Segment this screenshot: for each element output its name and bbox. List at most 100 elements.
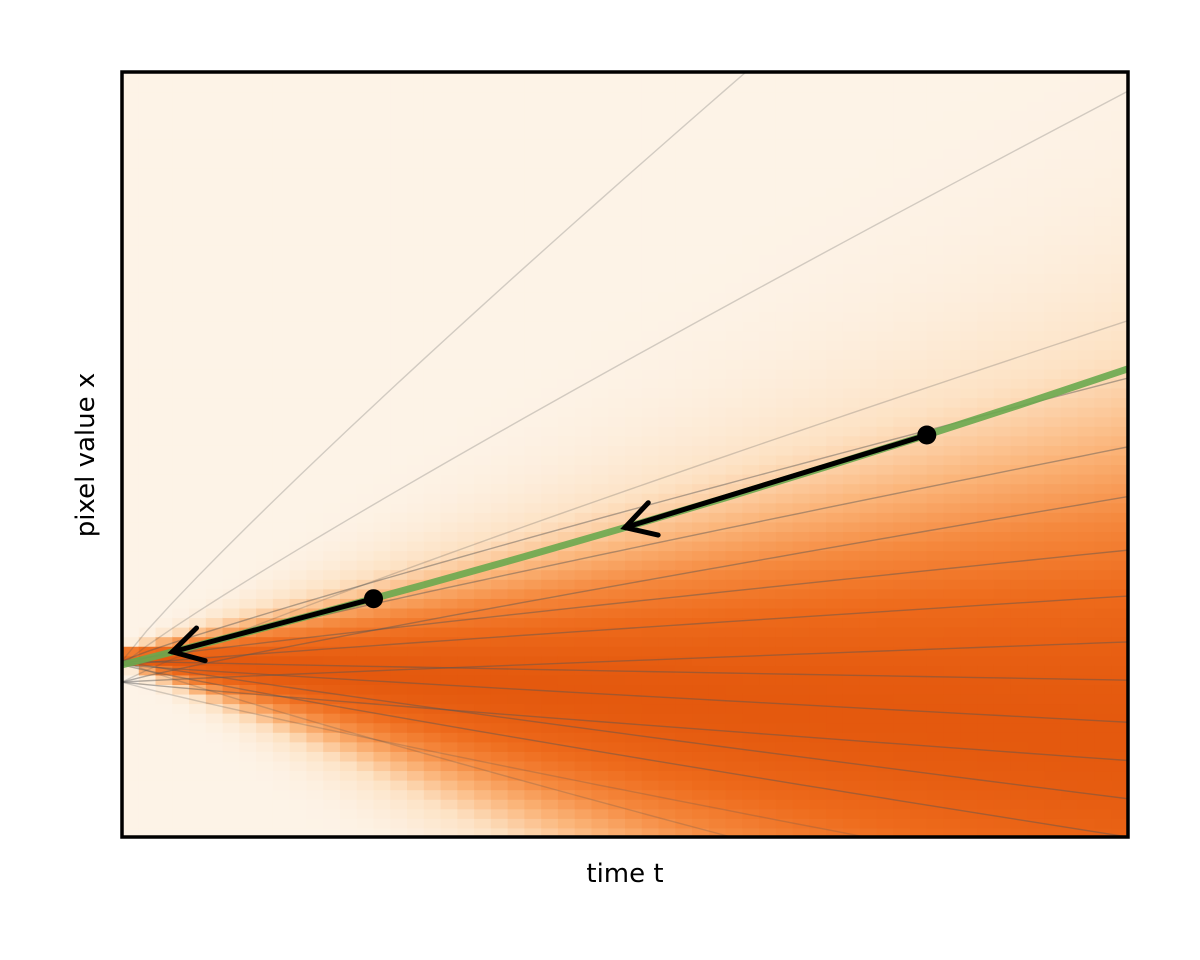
density-cell (876, 425, 895, 437)
density-cell (692, 464, 710, 475)
density-cell (591, 770, 610, 781)
density-cell (1060, 597, 1079, 609)
density-cell (524, 129, 543, 140)
density-cell (423, 607, 442, 619)
density-cell (490, 91, 509, 102)
density-cell (608, 320, 626, 332)
density-cell (708, 205, 727, 217)
density-cell (155, 655, 174, 666)
density-cell (658, 626, 677, 638)
density-cell (440, 339, 459, 351)
density-cell (356, 607, 375, 619)
density-cell (1044, 454, 1062, 466)
density-cell (239, 808, 258, 819)
density-cell (138, 722, 157, 733)
density-cell (323, 779, 341, 791)
density-cell (289, 531, 308, 542)
density-cell (339, 684, 358, 695)
density-cell (675, 148, 694, 160)
density-cell (625, 444, 643, 456)
density-cell (239, 406, 258, 418)
density-cell (222, 712, 241, 724)
density-cell (775, 760, 794, 772)
density-cell (239, 177, 258, 188)
density-cell (625, 798, 643, 810)
density-cell (574, 511, 593, 523)
density-cell (993, 282, 1012, 293)
density-cell (1027, 779, 1046, 791)
density-cell (708, 827, 727, 837)
density-cell (943, 731, 962, 743)
density-cell (1027, 540, 1046, 552)
density-cell (1111, 703, 1128, 714)
density-cell (658, 770, 677, 781)
density-cell (826, 645, 844, 657)
density-cell (960, 425, 979, 437)
density-cell (122, 827, 140, 837)
density-cell (574, 760, 593, 772)
density-cell (222, 378, 241, 389)
density-cell (859, 597, 878, 609)
density-cell (926, 177, 945, 188)
density-cell (792, 272, 811, 284)
density-cell (943, 378, 962, 389)
density-cell (524, 444, 543, 456)
density-cell (993, 798, 1012, 810)
density-cell (524, 521, 543, 532)
density-cell (910, 100, 928, 112)
density-cell (725, 387, 744, 399)
density-cell (742, 617, 761, 628)
density-cell (440, 282, 459, 293)
density-cell (759, 282, 777, 293)
density-cell (457, 693, 476, 705)
density-cell (457, 492, 476, 504)
density-cell (122, 320, 140, 332)
density-cell (859, 636, 878, 647)
density-cell (1010, 129, 1029, 140)
density-cell (1077, 368, 1096, 379)
density-cell (893, 81, 912, 93)
density-cell (1044, 808, 1062, 819)
density-cell (272, 607, 291, 619)
density-cell (708, 91, 727, 102)
density-cell (272, 148, 291, 160)
density-cell (155, 387, 174, 399)
density-cell (1094, 234, 1113, 246)
density-cell (138, 397, 157, 408)
density-cell (155, 502, 174, 513)
density-cell (859, 225, 878, 236)
density-cell (742, 339, 761, 351)
density-cell (926, 531, 945, 542)
density-cell (407, 425, 425, 437)
density-cell (926, 588, 945, 599)
density-cell (289, 196, 308, 207)
density-cell (1010, 167, 1029, 179)
density-cell (1044, 291, 1062, 303)
density-cell (826, 550, 844, 561)
density-cell (658, 597, 677, 609)
density-cell (524, 808, 543, 819)
density-cell (876, 110, 895, 121)
density-cell (356, 100, 375, 112)
density-cell (977, 464, 995, 475)
density-cell (960, 378, 979, 389)
density-cell (189, 511, 207, 523)
density-cell (1027, 817, 1046, 829)
density-cell (457, 110, 476, 121)
density-cell (926, 636, 945, 647)
density-cell (742, 550, 761, 561)
density-cell (239, 559, 258, 571)
density-cell (222, 234, 241, 246)
density-cell (943, 406, 962, 418)
density-cell (876, 521, 895, 532)
density-cell (893, 540, 912, 552)
density-cell (490, 291, 509, 303)
density-cell (775, 91, 794, 102)
density-cell (591, 492, 610, 504)
density-cell (809, 483, 828, 494)
density-cell (239, 368, 258, 379)
density-cell (1010, 215, 1029, 226)
density-cell (859, 684, 878, 695)
density-cell (675, 712, 694, 724)
density-cell (708, 234, 727, 246)
